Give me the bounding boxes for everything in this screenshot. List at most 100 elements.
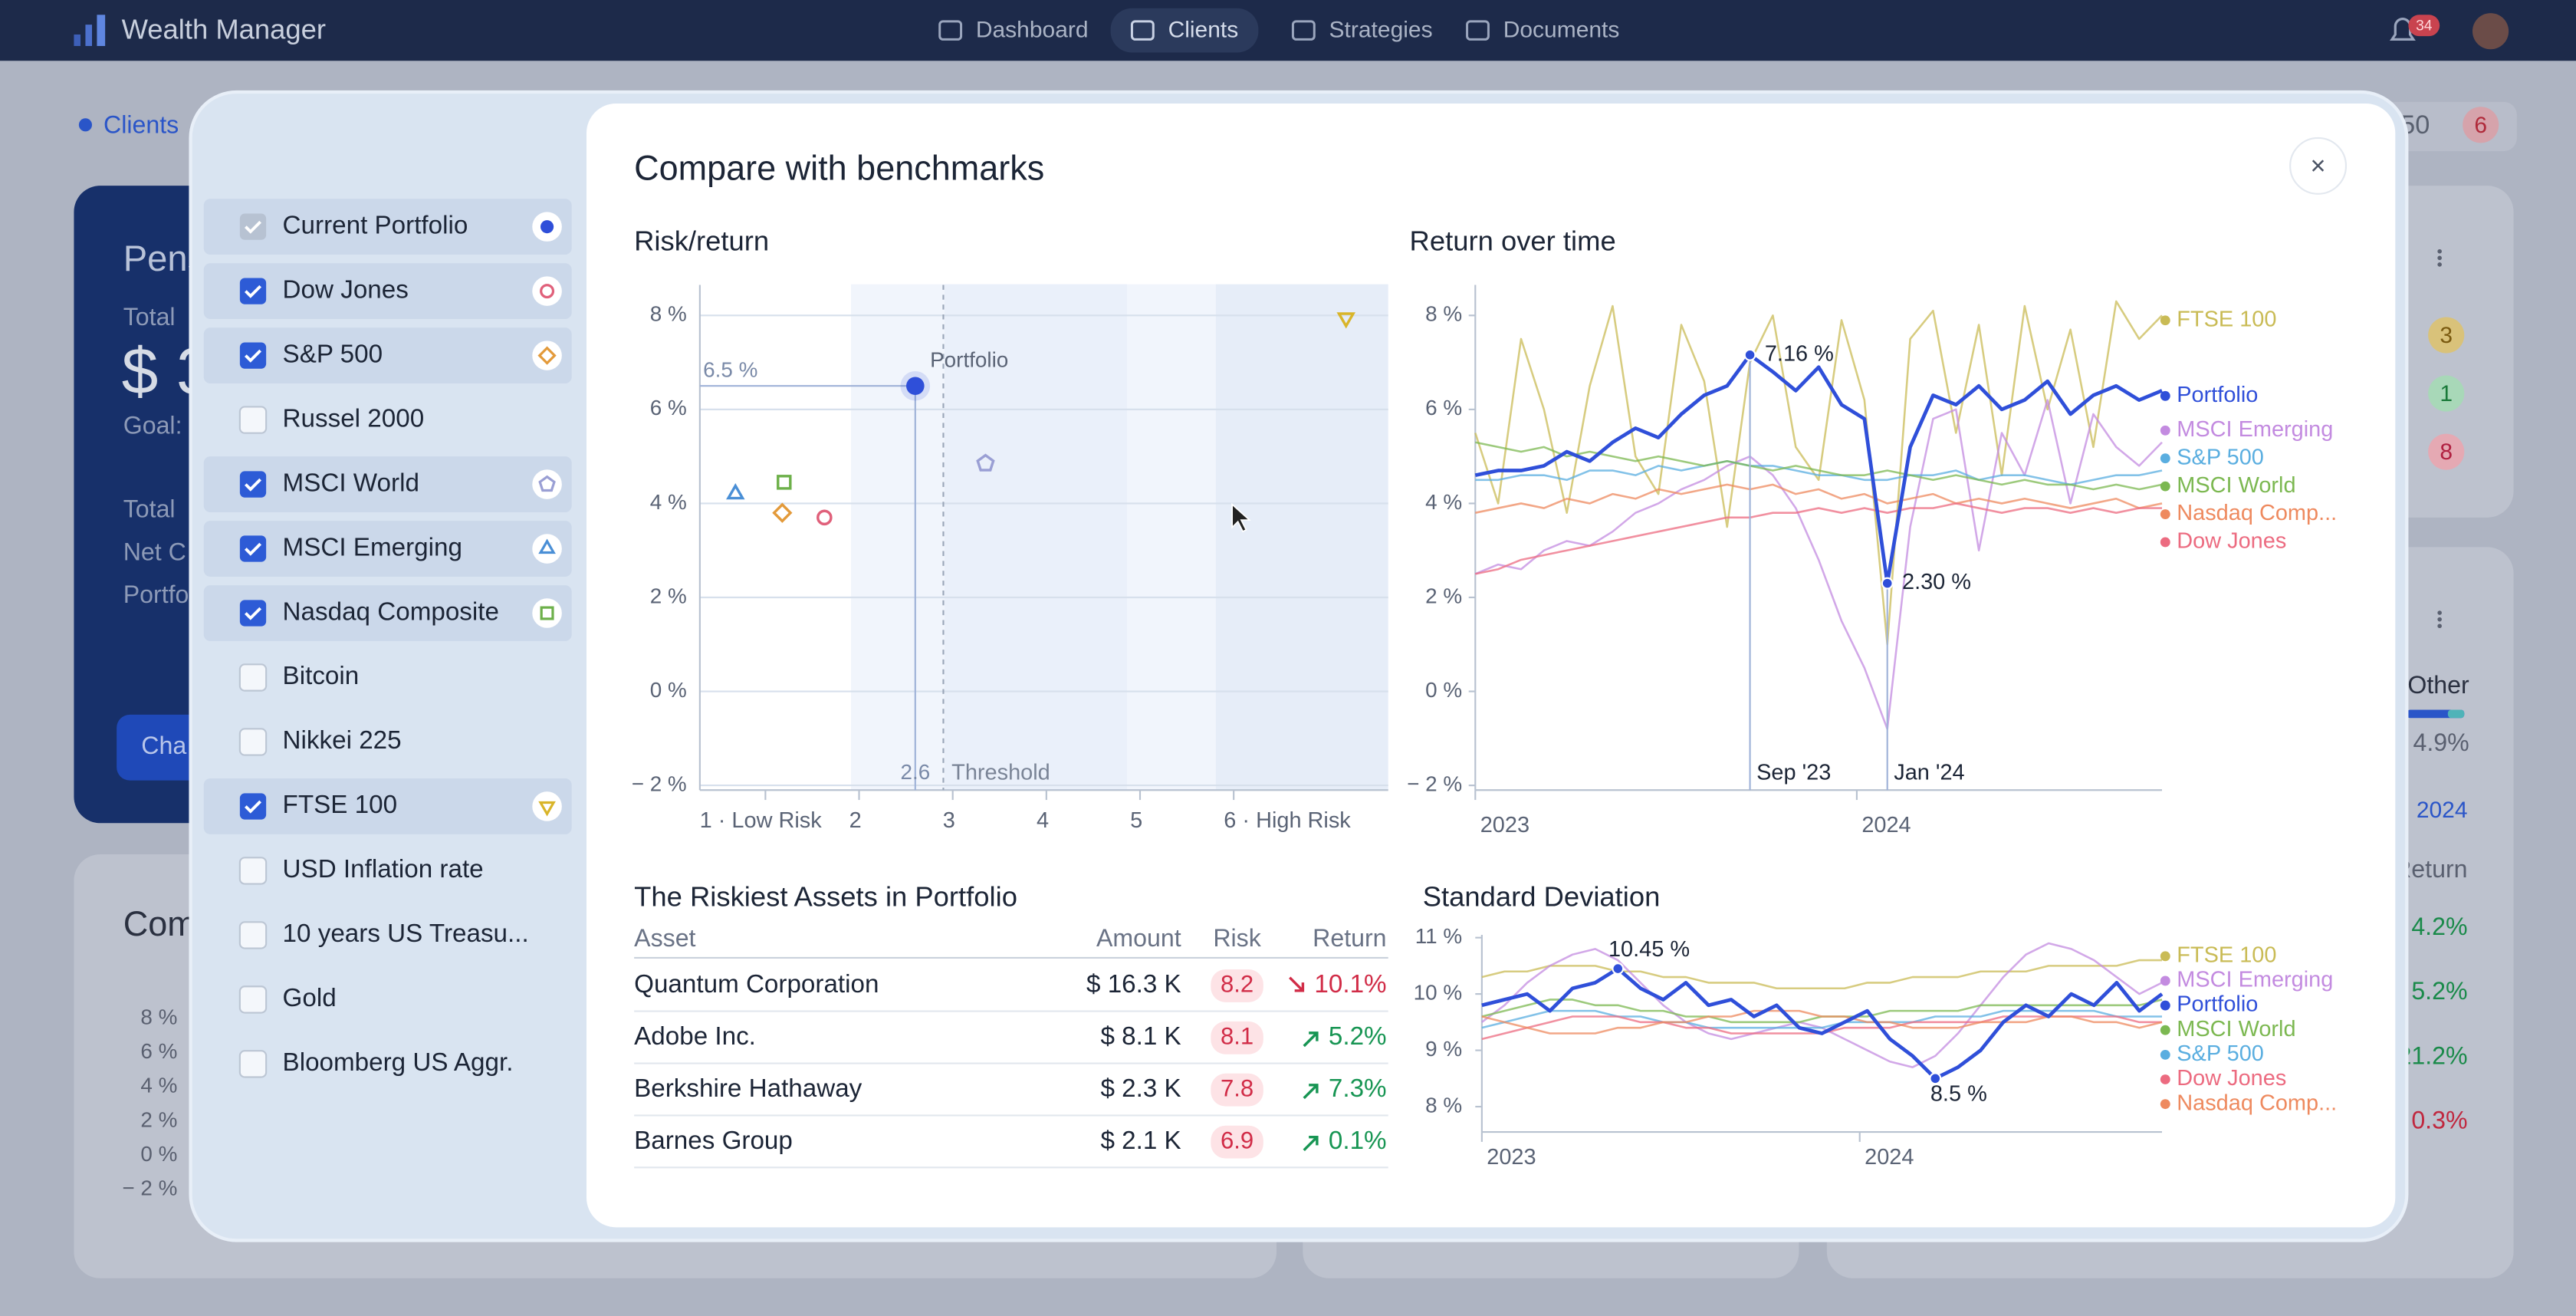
legend-label[interactable]: MSCI Emerging (2177, 417, 2333, 442)
checkmark (244, 607, 262, 620)
benchmark-label[interactable]: Gold (283, 984, 337, 1012)
series-line (1481, 1009, 2162, 1029)
menu-dot (2437, 617, 2442, 622)
nav-icon (1130, 20, 1155, 41)
legend-label[interactable]: Portfolio (2177, 992, 2258, 1017)
mini-axis: 8 % 6 % 4 % 2 % 0 % − 2 % (122, 1005, 177, 1200)
x-tick-label: 6 · High Risk (1224, 808, 1351, 833)
checkbox[interactable] (238, 406, 268, 434)
legend-label[interactable]: S&P 500 (2177, 1041, 2264, 1066)
breadcrumb-icon (78, 118, 92, 132)
checkbox[interactable] (239, 793, 267, 820)
benchmark-row[interactable] (203, 585, 572, 641)
legend-label[interactable]: Portfolio (2177, 383, 2258, 407)
series-line (1475, 441, 2163, 491)
trend-arrow (1303, 1135, 1319, 1152)
checkbox[interactable] (238, 857, 268, 885)
counter-badge-bg (2463, 107, 2499, 143)
benchmark-row[interactable] (203, 327, 572, 384)
checkbox[interactable] (239, 535, 267, 562)
benchmark-label[interactable]: Dow Jones (283, 275, 409, 304)
column-header: Return (1313, 924, 1386, 952)
benchmark-label[interactable]: Current Portfolio (283, 211, 468, 239)
amount: $ 2.3 K (1100, 1074, 1181, 1103)
close-icon[interactable]: × (2311, 152, 2326, 181)
benchmark-label[interactable]: S&P 500 (283, 340, 383, 368)
series-line (1475, 460, 2163, 486)
y-tick-label: 0 % (1425, 678, 1462, 702)
benchmark-label[interactable]: Russel 2000 (283, 404, 425, 433)
checkbox[interactable] (239, 342, 267, 369)
legend-label[interactable]: FTSE 100 (2177, 943, 2276, 967)
menu-dot (2437, 623, 2442, 629)
nav-item[interactable]: Clients (1168, 18, 1239, 43)
benchmark-row[interactable] (203, 456, 572, 512)
asset: Barnes Group (634, 1127, 793, 1155)
column-header: Amount (1096, 924, 1181, 952)
mini-tick-label: 0 % (140, 1142, 177, 1166)
checkbox[interactable] (239, 471, 267, 498)
annotation-dot (1612, 962, 1625, 975)
notification-count: 34 (2416, 18, 2433, 34)
annotation-dot (1929, 1072, 1942, 1085)
checkbox[interactable] (238, 985, 268, 1014)
legend-label[interactable]: MSCI World (2177, 1017, 2295, 1041)
share-bar (2447, 709, 2465, 719)
checkbox[interactable] (239, 278, 267, 304)
close-button[interactable] (2289, 137, 2348, 195)
benchmark-label[interactable]: USD Inflation rate (283, 855, 484, 883)
legend-dot (2160, 315, 2170, 326)
x-tick-label: 3 (943, 808, 955, 833)
checkbox[interactable] (238, 921, 268, 949)
benchmark-label[interactable]: Nikkei 225 (283, 726, 402, 755)
benchmark-label[interactable]: FTSE 100 (283, 791, 398, 819)
legend-label[interactable]: Nasdaq Comp... (2177, 501, 2337, 525)
benchmark-label[interactable]: Nasdaq Composite (283, 597, 499, 626)
brand[interactable]: Wealth Manager (122, 13, 326, 44)
dialog-title: Compare with benchmarks (634, 149, 1044, 188)
badge: 1 (2440, 381, 2453, 406)
nav-icon (1291, 20, 1316, 41)
card-row: Portfo (123, 581, 189, 608)
benchmark-label[interactable]: MSCI Emerging (283, 533, 462, 561)
marker (538, 538, 556, 554)
legend-label[interactable]: Nasdaq Comp... (2177, 1091, 2337, 1115)
annotation-label: 10.45 % (1608, 937, 1690, 962)
benchmark-row[interactable] (203, 263, 572, 320)
nav-item[interactable]: Strategies (1329, 18, 1433, 43)
series-line (1481, 959, 2162, 990)
legend-dot (2160, 1074, 2170, 1084)
card-row: Total (123, 495, 176, 523)
legend-label[interactable]: MSCI World (2177, 473, 2295, 498)
legend-label[interactable]: Dow Jones (2177, 529, 2286, 554)
checkbox[interactable] (238, 663, 268, 692)
chart-title: Standard Deviation (1423, 880, 1661, 912)
column-header: Asset (634, 924, 695, 952)
legend-label[interactable]: S&P 500 (2177, 445, 2264, 469)
benchmark-row[interactable] (203, 778, 572, 834)
checkmark (244, 285, 262, 298)
benchmark-row[interactable] (203, 521, 572, 577)
nav-item[interactable]: Dashboard (976, 18, 1089, 43)
logo (74, 15, 106, 46)
marker-badge (532, 276, 562, 306)
avatar[interactable] (2472, 13, 2509, 50)
benchmark-label[interactable]: MSCI World (283, 469, 419, 497)
benchmark-label[interactable]: Bitcoin (283, 662, 360, 690)
benchmark-label[interactable]: 10 years US Treasu... (283, 920, 529, 948)
table-title: The Riskiest Assets in Portfolio (634, 880, 1017, 912)
legend-dot (2160, 390, 2170, 401)
legend-label[interactable]: FTSE 100 (2177, 307, 2276, 331)
benchmark-row[interactable] (203, 199, 572, 255)
breadcrumb[interactable]: Clients (104, 110, 179, 138)
x-tick-label: 5 (1130, 808, 1142, 833)
card-button-label[interactable]: Cha (141, 732, 186, 759)
benchmark-label[interactable]: Bloomberg US Aggr. (283, 1048, 514, 1077)
checkbox[interactable] (238, 1050, 268, 1078)
amount: $ 2.1 K (1100, 1127, 1181, 1155)
nav-item[interactable]: Documents (1503, 18, 1620, 43)
legend-label[interactable]: Dow Jones (2177, 1066, 2286, 1091)
checkbox[interactable] (238, 728, 268, 756)
legend-label[interactable]: MSCI Emerging (2177, 968, 2333, 992)
checkbox[interactable] (239, 600, 267, 627)
